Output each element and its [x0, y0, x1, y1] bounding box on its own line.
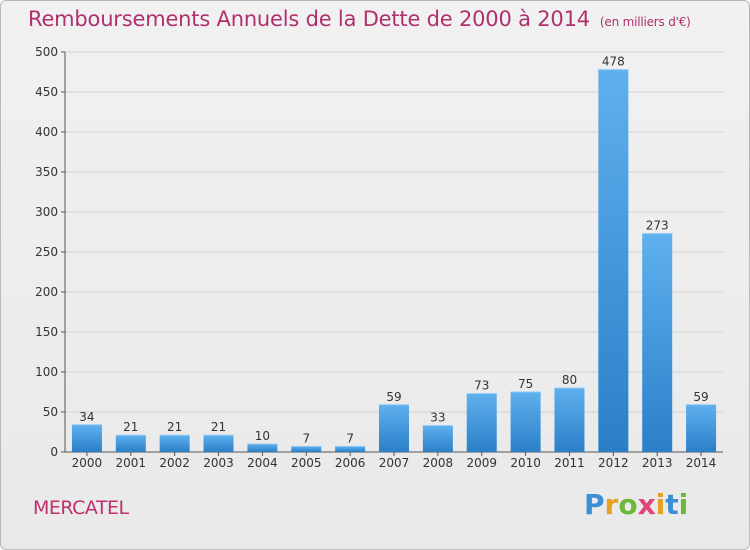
- x-tick-label: 2005: [291, 456, 322, 470]
- x-tick-label: 2007: [379, 456, 410, 470]
- brand-letter: r: [604, 488, 619, 521]
- bar-2006: [335, 446, 366, 452]
- x-tick-label: 2013: [642, 456, 673, 470]
- brand-letter: x: [637, 488, 656, 521]
- bar-value-label: 75: [518, 377, 533, 391]
- y-tick-label: 450: [35, 85, 58, 99]
- bar-2001: [115, 435, 146, 452]
- bar-value-label: 59: [386, 390, 401, 404]
- bar-2007: [379, 404, 409, 452]
- bar-value-label: 478: [602, 55, 625, 69]
- brand-letter: o: [618, 488, 638, 521]
- brand-letter: P: [584, 488, 605, 521]
- bar-2004: [247, 444, 278, 452]
- bar-value-label: 21: [167, 420, 182, 434]
- y-tick-label: 0: [50, 445, 58, 459]
- x-tick-label: 2000: [72, 456, 103, 470]
- bar-2009: [466, 393, 497, 452]
- bar-2002: [159, 435, 190, 452]
- y-tick-label: 100: [35, 365, 58, 379]
- x-tick-label: 2009: [466, 456, 497, 470]
- y-tick-label: 50: [43, 405, 58, 419]
- bar-2008: [422, 425, 453, 452]
- chart-title-unit: (en milliers d'€): [599, 15, 691, 29]
- y-tick-label: 300: [35, 205, 58, 219]
- bar-2011: [554, 388, 585, 452]
- x-tick-label: 2008: [423, 456, 454, 470]
- x-tick-label: 2010: [510, 456, 541, 470]
- x-tick-label: 2011: [554, 456, 585, 470]
- bar-value-label: 59: [693, 390, 708, 404]
- brand-letter: i: [678, 488, 689, 521]
- x-tick-label: 2003: [203, 456, 234, 470]
- bar-2013: [642, 233, 673, 452]
- chart-title: Remboursements Annuels de la Dette de 20…: [28, 7, 691, 31]
- bar-value-label: 73: [474, 379, 489, 393]
- bar-2014: [686, 404, 717, 452]
- x-tick-label: 2006: [335, 456, 366, 470]
- x-tick-label: 2014: [686, 456, 717, 470]
- y-tick-label: 400: [35, 125, 58, 139]
- chart-title-text: Remboursements Annuels de la Dette de 20…: [28, 7, 590, 31]
- bar-value-label: 21: [123, 420, 138, 434]
- bar-value-label: 10: [255, 429, 270, 443]
- x-tick-label: 2004: [247, 456, 278, 470]
- bar-2005: [291, 446, 322, 452]
- bar-value-label: 21: [211, 420, 226, 434]
- brand-letter: i: [655, 488, 666, 521]
- bar-value-label: 7: [346, 431, 354, 445]
- bar-value-label: 34: [79, 410, 94, 424]
- x-tick-label: 2012: [598, 456, 629, 470]
- y-tick-label: 250: [35, 245, 58, 259]
- bar-value-label: 33: [430, 411, 445, 425]
- brand-logo: Proxiti: [584, 488, 688, 521]
- y-tick-label: 500: [35, 45, 58, 59]
- y-tick-label: 150: [35, 325, 58, 339]
- bar-value-label: 7: [302, 431, 310, 445]
- x-tick-label: 2001: [116, 456, 147, 470]
- bar-2003: [203, 435, 234, 452]
- bar-2000: [71, 424, 102, 452]
- brand-letter: t: [665, 488, 679, 521]
- place-name: MERCATEL: [33, 497, 129, 519]
- bar-value-label: 273: [646, 219, 669, 233]
- bar-value-label: 80: [562, 373, 577, 387]
- y-tick-label: 350: [35, 165, 58, 179]
- y-tick-label: 200: [35, 285, 58, 299]
- bar-2012: [598, 69, 629, 452]
- bar-2010: [510, 392, 541, 452]
- x-tick-label: 2002: [159, 456, 190, 470]
